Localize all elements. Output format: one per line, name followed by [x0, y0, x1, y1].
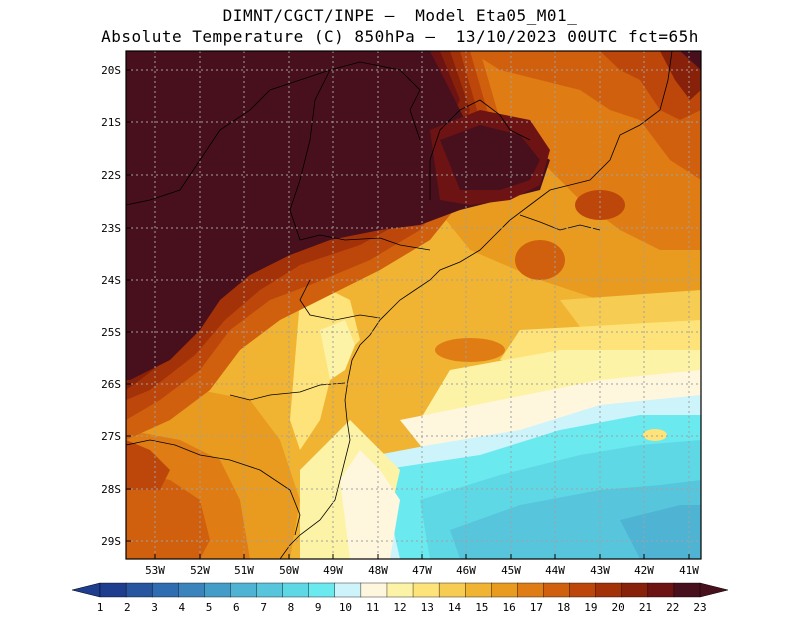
lon-label: 44W [545, 564, 565, 577]
longitude-labels: 53W 52W 51W 50W 49W 48W 47W 46W 45W 44W … [145, 564, 699, 577]
colorbar-label: 4 [179, 601, 186, 614]
colorbar-cell [412, 582, 440, 598]
colorbar-cell [151, 582, 179, 598]
lon-label: 53W [145, 564, 165, 577]
colorbar-label: 2 [124, 601, 131, 614]
colorbar-cell [204, 582, 231, 598]
colorbar-label: 11 [366, 601, 379, 614]
colorbar-cell [595, 582, 623, 598]
lon-label: 41W [679, 564, 699, 577]
colorbar-label: 17 [530, 601, 543, 614]
lon-label: 46W [456, 564, 476, 577]
coastline-borders [126, 51, 673, 559]
colorbar-label: 5 [206, 601, 213, 614]
lon-label: 43W [590, 564, 610, 577]
colorbar-label: 10 [339, 601, 352, 614]
colorbar-cell [465, 582, 492, 598]
lon-label: 42W [634, 564, 654, 577]
lon-label: 47W [412, 564, 432, 577]
colorbar-cell [125, 582, 153, 598]
colorbar-label: 19 [584, 601, 597, 614]
colorbar-label: 18 [557, 601, 570, 614]
arrow-right-icon [699, 582, 729, 598]
colorbar-cell [386, 582, 414, 598]
colorbar-cell [491, 582, 518, 598]
colorbar-cell [360, 582, 388, 598]
colorbar-label: 21 [639, 601, 652, 614]
colorbar-cell [673, 582, 701, 598]
colorbar-label: 9 [315, 601, 322, 614]
lat-label: 20S [101, 64, 121, 77]
colorbar-cells [99, 582, 701, 598]
lat-label: 22S [101, 169, 121, 182]
lon-label: 48W [368, 564, 388, 577]
colorbar-label: 7 [260, 601, 267, 614]
colorbar-cell [647, 582, 675, 598]
colorbar-cell [230, 582, 258, 598]
lat-label: 23S [101, 222, 121, 235]
colorbar-cell [282, 582, 310, 598]
colorbar-label: 20 [612, 601, 625, 614]
colorbar-labels: 1 2 3 4 5 6 7 8 9 10 11 12 13 14 15 16 17 18 19 20 21 22 23 [97, 601, 707, 614]
lon-label: 45W [501, 564, 521, 577]
colorbar-label: 15 [475, 601, 488, 614]
grid-lines [126, 51, 701, 559]
colorbar-label: 16 [502, 601, 515, 614]
colorbar-cell [308, 582, 336, 598]
colorbar-cell [621, 582, 649, 598]
colorbar-label: 14 [448, 601, 462, 614]
colorbar-cell [569, 582, 597, 598]
arrow-left-icon [71, 582, 101, 598]
colorbar-label: 12 [393, 601, 406, 614]
lon-label: 49W [323, 564, 343, 577]
colorbar-label: 13 [421, 601, 434, 614]
colorbar: 1 2 3 4 5 6 7 8 9 10 11 12 13 14 15 16 17 18 19 20 21 22 23 [71, 582, 729, 614]
colorbar-label: 23 [693, 601, 706, 614]
lon-label: 50W [279, 564, 299, 577]
colorbar-cell [99, 582, 127, 598]
lat-label: 27S [101, 430, 121, 443]
colorbar-cell [256, 582, 284, 598]
colorbar-label: 8 [288, 601, 295, 614]
colorbar-cell [334, 582, 362, 598]
map-frame [125, 50, 702, 560]
latitude-labels: 20S 21S 22S 23S 24S 25S 26S 27S 28S 29S [101, 64, 121, 548]
lat-label: 26S [101, 378, 121, 391]
colorbar-cell [178, 582, 205, 598]
map-subtitle: Absolute Temperature (C) 850hPa — 13/10/… [101, 27, 699, 46]
colorbar-cell [517, 582, 544, 598]
lat-label: 28S [101, 483, 121, 496]
colorbar-label: 6 [233, 601, 240, 614]
lat-label: 25S [101, 326, 121, 339]
lon-label: 52W [190, 564, 210, 577]
lat-label: 29S [101, 535, 121, 548]
temperature-field [126, 51, 701, 559]
colorbar-cell [438, 582, 466, 598]
map-title: DIMNT/CGCT/INPE — Model Eta05_M01_ [222, 6, 578, 25]
colorbar-label: 22 [666, 601, 679, 614]
colorbar-label: 1 [97, 601, 104, 614]
lat-label: 24S [101, 274, 121, 287]
colorbar-label: 3 [151, 601, 158, 614]
lon-label: 51W [234, 564, 254, 577]
lat-label: 21S [101, 116, 121, 129]
colorbar-cell [543, 582, 571, 598]
tick-marks [126, 69, 690, 559]
